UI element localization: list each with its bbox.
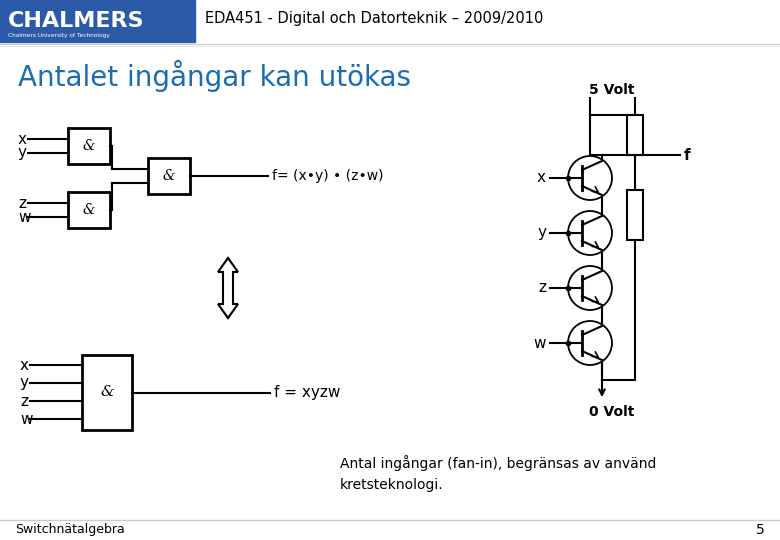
Text: f= (x•y) • (z•w): f= (x•y) • (z•w) xyxy=(272,169,384,183)
Text: w: w xyxy=(18,210,30,225)
Text: z: z xyxy=(18,195,26,211)
Text: 0 Volt: 0 Volt xyxy=(590,405,635,419)
Text: z: z xyxy=(538,280,546,295)
Bar xyxy=(68,128,110,164)
Polygon shape xyxy=(218,258,238,318)
Text: &: & xyxy=(83,203,95,217)
Text: y: y xyxy=(537,226,546,240)
Text: f = xyzw: f = xyzw xyxy=(274,385,340,400)
Text: &: & xyxy=(163,169,176,183)
Text: Switchnätalgebra: Switchnätalgebra xyxy=(15,523,125,537)
Text: z: z xyxy=(20,394,28,408)
Text: x: x xyxy=(537,171,546,186)
Text: &: & xyxy=(100,386,114,400)
Text: y: y xyxy=(18,145,27,160)
Text: Antal ingångar (fan-in), begränsas av använd
kretsteknologi.: Antal ingångar (fan-in), begränsas av an… xyxy=(340,455,657,491)
Text: CHALMERS: CHALMERS xyxy=(8,11,144,31)
Bar xyxy=(627,190,643,240)
Bar xyxy=(82,355,132,430)
Text: w: w xyxy=(20,411,33,427)
Text: y: y xyxy=(20,375,29,390)
Circle shape xyxy=(568,156,612,200)
Text: EDA451 - Digital och Datorteknik – 2009/2010: EDA451 - Digital och Datorteknik – 2009/… xyxy=(205,11,544,26)
Circle shape xyxy=(568,211,612,255)
Circle shape xyxy=(568,321,612,365)
Text: x: x xyxy=(18,132,27,146)
Text: x: x xyxy=(20,357,29,373)
Circle shape xyxy=(568,266,612,310)
Bar xyxy=(0,0,195,42)
Bar xyxy=(148,158,190,194)
Text: &: & xyxy=(83,139,95,153)
Text: f: f xyxy=(684,147,690,163)
Text: 5: 5 xyxy=(757,523,765,537)
Bar xyxy=(627,115,643,155)
Text: w: w xyxy=(534,335,546,350)
Text: Antalet ingångar kan utökas: Antalet ingångar kan utökas xyxy=(18,60,411,92)
Text: 5 Volt: 5 Volt xyxy=(589,83,635,97)
Bar xyxy=(68,192,110,228)
Text: Chalmers University of Technology: Chalmers University of Technology xyxy=(8,32,110,37)
